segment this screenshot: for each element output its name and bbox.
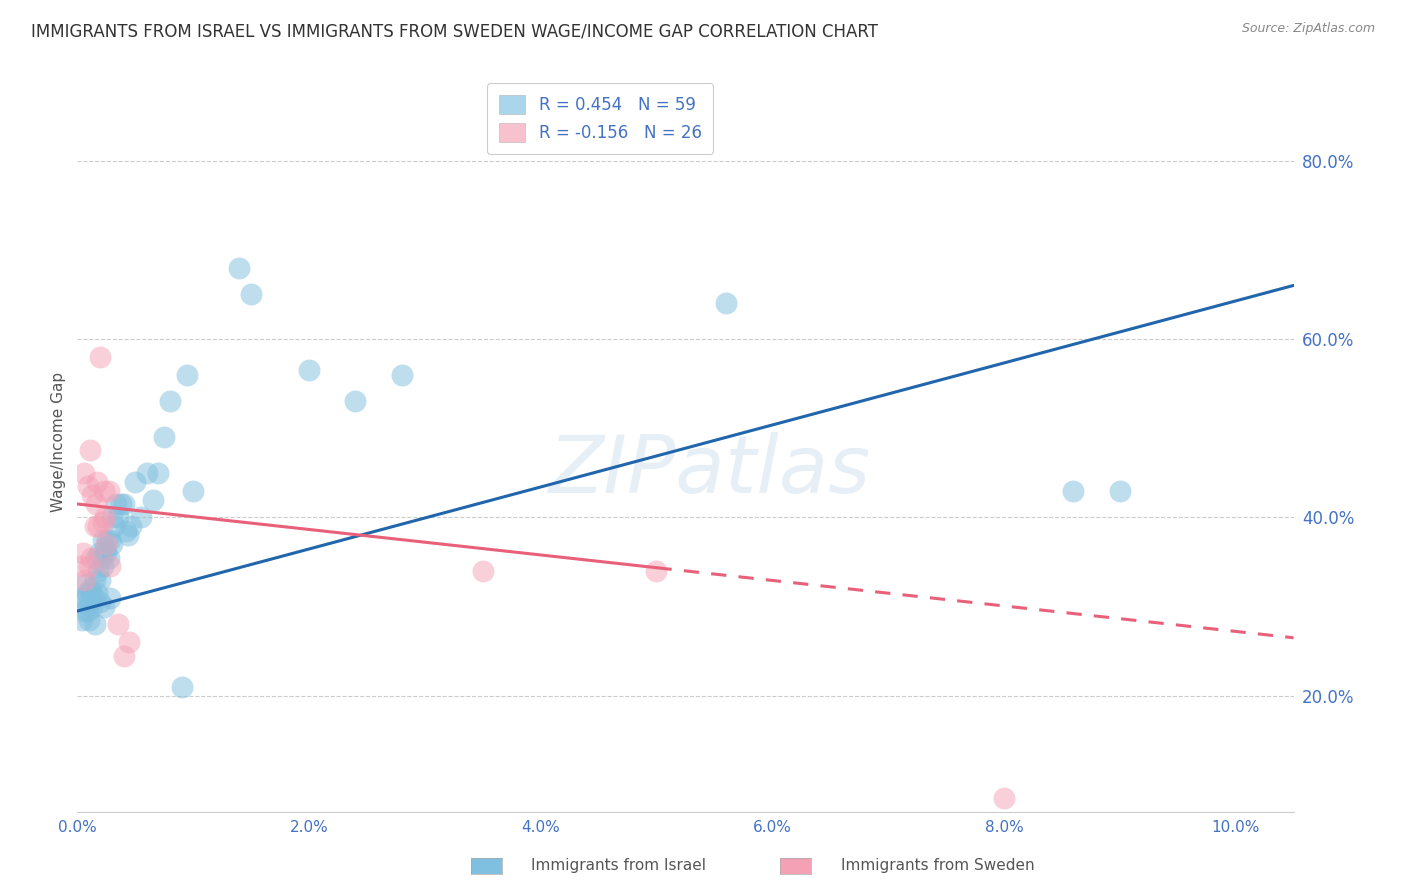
Point [107,617,129,632]
Point [70,613,93,627]
Point [298,363,321,377]
Point [98,533,121,547]
Text: IMMIGRANTS FROM ISRAEL VS IMMIGRANTS FROM SWEDEN WAGE/INCOME GAP CORRELATION CHA: IMMIGRANTS FROM ISRAEL VS IMMIGRANTS FRO… [31,22,877,40]
Point [75,577,97,591]
Point [69,595,91,609]
Point [73,466,96,480]
Point [118,635,141,649]
Point [76,586,98,600]
Point [110,497,132,511]
Point [83,573,105,587]
Point [80,550,103,565]
Y-axis label: Wage/Income Gap: Wage/Income Gap [51,371,66,512]
Point [89,350,111,364]
Point [79,443,101,458]
Point [75,573,97,587]
Point [87,564,110,578]
Point [104,497,127,511]
Point [117,528,139,542]
Point [120,519,142,533]
Point [96,537,118,551]
Point [1108,483,1130,498]
Point [94,541,117,556]
Point [112,497,135,511]
Point [86,586,108,600]
Point [89,595,111,609]
Point [993,791,1015,805]
Text: Source: ZipAtlas.com: Source: ZipAtlas.com [1241,22,1375,36]
Point [83,519,105,533]
Point [101,510,124,524]
Point [96,546,118,560]
Point [471,564,494,578]
Point [181,483,204,498]
Point [73,604,96,618]
Point [98,591,121,605]
Point [79,582,101,596]
Point [77,595,100,609]
Point [103,519,125,533]
Point [72,546,94,560]
Point [82,488,104,502]
Point [72,591,94,605]
Point [148,466,170,480]
Text: ZIPatlas: ZIPatlas [548,432,870,510]
Point [714,296,737,310]
Point [77,613,100,627]
Point [115,524,138,538]
Point [89,546,111,560]
Point [91,533,114,547]
Point [90,550,112,565]
Point [91,559,114,574]
Point [91,515,114,529]
Point [97,550,120,565]
Legend: R = 0.454   N = 59, R = -0.156   N = 26: R = 0.454 N = 59, R = -0.156 N = 26 [486,83,713,153]
Text: Immigrants from Israel: Immigrants from Israel [531,858,706,872]
Point [89,573,111,587]
Point [84,497,107,511]
Point [228,260,250,275]
Point [112,648,135,663]
Point [82,599,104,614]
Point [176,368,198,382]
Point [80,586,103,600]
Point [83,617,105,632]
Point [76,479,98,493]
Point [69,559,91,574]
Point [1062,483,1084,498]
Point [93,483,115,498]
Point [153,430,176,444]
Point [87,519,110,533]
Point [101,537,124,551]
Text: Immigrants from Sweden: Immigrants from Sweden [841,858,1035,872]
Point [391,368,413,382]
Point [107,510,129,524]
Point [645,564,668,578]
Point [86,475,108,489]
Point [97,483,120,498]
Point [344,394,367,409]
Point [135,466,157,480]
Point [124,475,146,489]
Point [94,510,117,524]
Point [77,559,100,574]
Point [142,492,165,507]
Point [76,604,98,618]
Point [159,394,181,409]
Point [170,680,193,694]
Point [129,510,152,524]
Point [84,550,107,565]
Point [96,533,118,547]
Point [98,559,121,574]
Point [240,287,263,301]
Point [83,591,105,605]
Point [93,599,115,614]
